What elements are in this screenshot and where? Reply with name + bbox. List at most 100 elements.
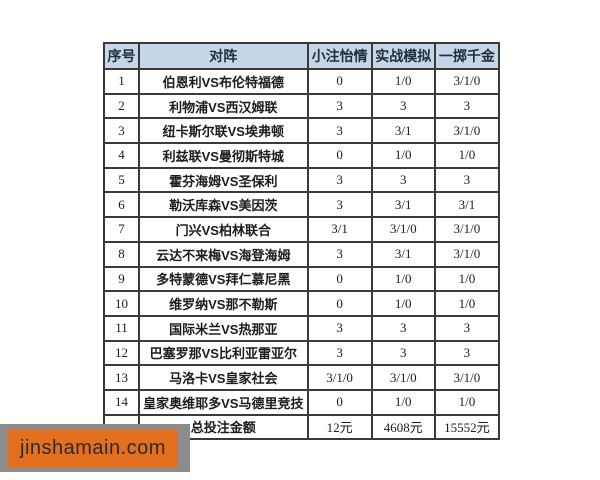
total-row: 总投注金额 12元 4608元 15552元 — [102, 413, 501, 441]
cell-matchup: 维罗纳VS那不勒斯 — [138, 290, 309, 317]
cell-matchup: 马洛卡VS皇家社会 — [138, 364, 309, 391]
cell-big-bet: 3 — [433, 92, 501, 120]
cell-index: 13 — [102, 364, 141, 391]
cell-big-bet: 3 — [433, 314, 501, 342]
cell-matchup: 皇家奥维耶多VS马德里竞技 — [138, 388, 309, 416]
cell-index: 12 — [102, 339, 141, 367]
cell-big-bet: 1/0 — [433, 290, 501, 317]
cell-small-bet: 0 — [306, 265, 373, 293]
cell-simulation: 1/0 — [370, 142, 436, 169]
total-big-bet: 15552元 — [433, 413, 501, 441]
cell-small-bet: 3 — [306, 117, 373, 145]
table-row: 12 巴塞罗那VS比利亚雷亚尔 3 3 3 — [102, 339, 501, 367]
cell-matchup: 利兹联VS曼彻斯特城 — [138, 142, 309, 169]
table-row: 2 利物浦VS西汉姆联 3 3 3 — [102, 92, 501, 120]
cell-big-bet: 3/1/0 — [433, 216, 501, 243]
table-row: 10 维罗纳VS那不勒斯 0 1/0 1/0 — [102, 290, 501, 317]
cell-big-bet: 1/0 — [433, 388, 501, 416]
cell-index: 14 — [102, 388, 141, 416]
cell-simulation: 3/1 — [370, 191, 436, 219]
cell-simulation: 3 — [370, 339, 436, 367]
watermark-box: jinshamain.com — [8, 430, 178, 467]
table-row: 4 利兹联VS曼彻斯特城 0 1/0 1/0 — [102, 142, 501, 169]
cell-index: 2 — [102, 92, 141, 120]
cell-big-bet: 3/1/0 — [433, 117, 501, 145]
cell-small-bet: 3 — [306, 166, 373, 194]
cell-simulation: 3/1/0 — [370, 364, 436, 391]
cell-small-bet: 0 — [306, 290, 373, 317]
table-body: 1 伯恩利VS布伦特福德 0 1/0 3/1/0 2 利物浦VS西汉姆联 3 3 3 3 纽卡斯尔联V… — [102, 68, 501, 416]
watermark: jinshamain.com — [0, 424, 200, 474]
cell-matchup: 纽卡斯尔联VS埃弗顿 — [138, 117, 309, 145]
table-row: 6 勒沃库森VS美因茨 3 3/1 3/1 — [102, 191, 501, 219]
cell-simulation: 3 — [370, 166, 436, 194]
cell-small-bet: 3/1 — [306, 216, 373, 243]
cell-small-bet: 3 — [306, 314, 373, 342]
cell-matchup: 门兴VS柏林联合 — [138, 216, 309, 243]
total-small-bet: 12元 — [306, 413, 373, 441]
col-header-small-bet: 小注怡情 — [306, 42, 373, 70]
cell-small-bet: 3 — [306, 339, 373, 367]
cell-simulation: 3 — [370, 314, 436, 342]
cell-big-bet: 3 — [433, 339, 501, 367]
cell-big-bet: 3/1/0 — [433, 240, 501, 268]
cell-index: 6 — [102, 191, 141, 219]
total-simulation: 4608元 — [370, 413, 436, 441]
watermark-text: jinshamain.com — [20, 437, 166, 459]
cell-index: 3 — [102, 117, 141, 145]
cell-small-bet: 0 — [306, 68, 373, 95]
cell-matchup: 勒沃库森VS美因茨 — [138, 191, 309, 219]
cell-matchup: 国际米兰VS热那亚 — [138, 314, 309, 342]
cell-small-bet: 3 — [306, 191, 373, 219]
table-row: 1 伯恩利VS布伦特福德 0 1/0 3/1/0 — [102, 68, 501, 95]
cell-big-bet: 3/1 — [433, 191, 501, 219]
cell-simulation: 3/1/0 — [370, 216, 436, 243]
table-row: 7 门兴VS柏林联合 3/1 3/1/0 3/1/0 — [102, 216, 501, 243]
table-row: 13 马洛卡VS皇家社会 3/1/0 3/1/0 3/1/0 — [102, 364, 501, 391]
cell-small-bet: 0 — [306, 388, 373, 416]
cell-index: 10 — [102, 290, 141, 317]
cell-small-bet: 3 — [306, 240, 373, 268]
cell-big-bet: 3/1/0 — [433, 68, 501, 95]
col-header-matchup: 对阵 — [138, 42, 309, 70]
col-header-index: 序号 — [102, 42, 141, 70]
cell-simulation: 1/0 — [370, 290, 436, 317]
cell-simulation: 1/0 — [370, 388, 436, 416]
cell-big-bet: 1/0 — [433, 142, 501, 169]
table-row: 14 皇家奥维耶多VS马德里竞技 0 1/0 1/0 — [102, 388, 501, 416]
cell-simulation: 3/1 — [370, 240, 436, 268]
cell-small-bet: 3/1/0 — [306, 364, 373, 391]
cell-big-bet: 3 — [433, 166, 501, 194]
col-header-big-bet: 一掷千金 — [433, 42, 501, 70]
cell-big-bet: 3/1/0 — [433, 364, 501, 391]
cell-simulation: 1/0 — [370, 265, 436, 293]
cell-index: 9 — [102, 265, 141, 293]
cell-simulation: 1/0 — [370, 68, 436, 95]
cell-index: 5 — [102, 166, 141, 194]
cell-matchup: 利物浦VS西汉姆联 — [138, 92, 309, 120]
header-row: 序号 对阵 小注怡情 实战模拟 一掷千金 — [102, 42, 501, 70]
cell-big-bet: 1/0 — [433, 265, 501, 293]
cell-matchup: 巴塞罗那VS比利亚雷亚尔 — [138, 339, 309, 367]
cell-matchup: 霍芬海姆VS圣保利 — [138, 166, 309, 194]
cell-small-bet: 0 — [306, 142, 373, 169]
cell-matchup: 伯恩利VS布伦特福德 — [138, 68, 309, 95]
cell-index: 4 — [102, 142, 141, 169]
table-row: 9 多特蒙德VS拜仁慕尼黑 0 1/0 1/0 — [102, 265, 501, 293]
cell-simulation: 3 — [370, 92, 436, 120]
cell-index: 1 — [102, 68, 141, 95]
betting-table: 序号 对阵 小注怡情 实战模拟 一掷千金 1 伯恩利VS布伦特福德 0 1/0 3/1/… — [102, 42, 501, 441]
cell-index: 8 — [102, 240, 141, 268]
col-header-simulation: 实战模拟 — [370, 42, 436, 70]
table-row: 11 国际米兰VS热那亚 3 3 3 — [102, 314, 501, 342]
cell-matchup: 多特蒙德VS拜仁慕尼黑 — [138, 265, 309, 293]
cell-simulation: 3/1 — [370, 117, 436, 145]
table-row: 8 云达不来梅VS海登海姆 3 3/1 3/1/0 — [102, 240, 501, 268]
table-row: 3 纽卡斯尔联VS埃弗顿 3 3/1 3/1/0 — [102, 117, 501, 145]
table-row: 5 霍芬海姆VS圣保利 3 3 3 — [102, 166, 501, 194]
cell-index: 7 — [102, 216, 141, 243]
cell-small-bet: 3 — [306, 92, 373, 120]
cell-matchup: 云达不来梅VS海登海姆 — [138, 240, 309, 268]
cell-index: 11 — [102, 314, 141, 342]
